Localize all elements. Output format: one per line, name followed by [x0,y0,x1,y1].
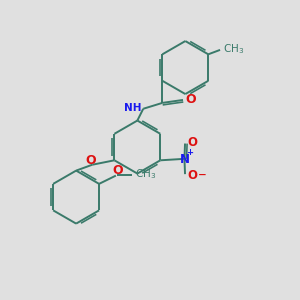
Text: CH$_3$: CH$_3$ [223,42,244,56]
Text: N: N [179,153,190,166]
Text: O: O [112,164,123,177]
Text: O: O [85,154,96,167]
Text: +: + [186,148,193,158]
Text: NH: NH [124,103,142,113]
Text: −: − [197,170,206,180]
Text: O: O [188,169,198,182]
Text: CH$_3$: CH$_3$ [135,167,156,181]
Text: O: O [186,93,196,106]
Text: O: O [188,136,198,148]
